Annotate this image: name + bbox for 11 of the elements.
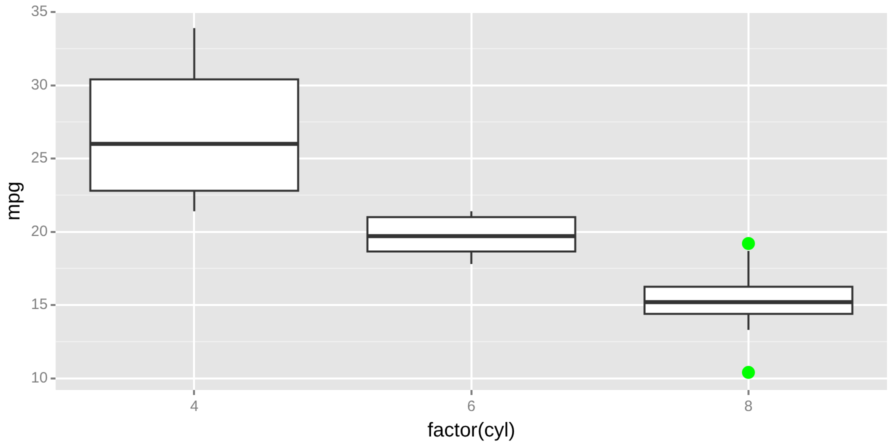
- y-axis-title: mpg: [2, 182, 25, 220]
- x-axis-title: factor(cyl): [427, 420, 516, 442]
- x-tick-label: 8: [744, 398, 753, 416]
- y-tick-label: 35: [30, 3, 48, 20]
- y-tick-label: 25: [30, 150, 48, 167]
- x-tick-label: 6: [467, 398, 476, 416]
- y-tick-label: 20: [30, 222, 48, 240]
- y-tick-label: 10: [30, 369, 48, 386]
- y-tick-label: 15: [30, 296, 48, 314]
- x-tick-label: 4: [190, 398, 198, 416]
- y-tick-label: 30: [30, 76, 48, 94]
